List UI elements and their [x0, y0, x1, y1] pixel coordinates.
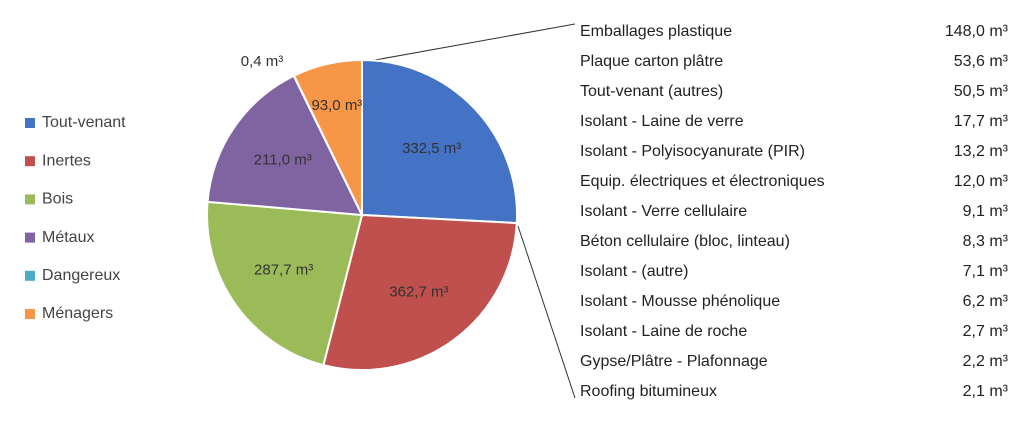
breakdown-name: Isolant - Polyisocyanurate (PIR)	[580, 143, 805, 160]
legend-label: Métaux	[42, 229, 94, 246]
breakdown-name: Roofing bitumineux	[580, 383, 717, 400]
slice-label: 287,7 m³	[254, 262, 313, 279]
slice-label: 211,0 m³	[254, 152, 312, 169]
breakdown-value: 8,3 m³	[963, 233, 1009, 250]
breakdown-name: Isolant - Laine de verre	[580, 113, 744, 130]
legend-label: Ménagers	[42, 305, 113, 322]
legend-label: Dangereux	[42, 267, 120, 284]
breakdown-name: Emballages plastique	[580, 23, 732, 40]
slice-label: 93,0 m³	[311, 97, 362, 114]
slice-label: 362,7 m³	[389, 283, 448, 300]
breakdown-name: Equip. électriques et électroniques	[580, 173, 825, 190]
breakdown-value: 13,2 m³	[954, 143, 1009, 160]
pie-slice	[206, 200, 364, 367]
slice-label: 332,5 m³	[402, 140, 461, 157]
legend-label: Inertes	[42, 152, 91, 169]
breakdown-value: 17,7 m³	[954, 113, 1009, 130]
breakdown-value: 2,7 m³	[963, 323, 1009, 340]
pie-slice	[361, 58, 518, 225]
breakdown-name: Gypse/Plâtre - Plafonnage	[580, 353, 768, 370]
connector-line	[517, 225, 576, 399]
slice-label: 0,4 m³	[241, 53, 284, 70]
breakdown-value: 6,2 m³	[963, 293, 1009, 310]
breakdown-value: 50,5 m³	[954, 83, 1009, 100]
pie-slice	[206, 74, 364, 217]
breakdown-name: Isolant - Laine de roche	[580, 323, 747, 340]
breakdown-value: 2,2 m³	[963, 353, 1009, 370]
legend-swatch	[25, 118, 35, 128]
pie-slice	[322, 213, 518, 371]
legend-label: Tout-venant	[42, 114, 126, 131]
legend-swatch	[25, 194, 35, 205]
breakdown-name: Plaque carton plâtre	[580, 53, 723, 70]
legend-swatch	[25, 232, 35, 243]
breakdown-value: 2,1 m³	[963, 383, 1009, 400]
breakdown-name: Isolant - Verre cellulaire	[580, 203, 747, 220]
legend-swatch	[25, 309, 35, 319]
breakdown-value: 7,1 m³	[963, 263, 1009, 280]
legend-swatch	[25, 156, 35, 167]
breakdown-name: Béton cellulaire (bloc, linteau)	[580, 233, 790, 250]
breakdown-value: 12,0 m³	[954, 173, 1009, 190]
legend-label: Bois	[42, 191, 73, 208]
legend-swatch	[25, 270, 35, 281]
pie-slice	[292, 58, 363, 216]
breakdown-name: Isolant - (autre)	[580, 263, 688, 280]
breakdown-value: 53,6 m³	[954, 53, 1009, 70]
breakdown-name: Tout-venant (autres)	[580, 83, 723, 100]
breakdown-value: 148,0 m³	[945, 23, 1009, 40]
breakdown-name: Isolant - Mousse phénolique	[580, 293, 780, 310]
connector-line	[363, 23, 576, 63]
breakdown-value: 9,1 m³	[963, 203, 1009, 220]
